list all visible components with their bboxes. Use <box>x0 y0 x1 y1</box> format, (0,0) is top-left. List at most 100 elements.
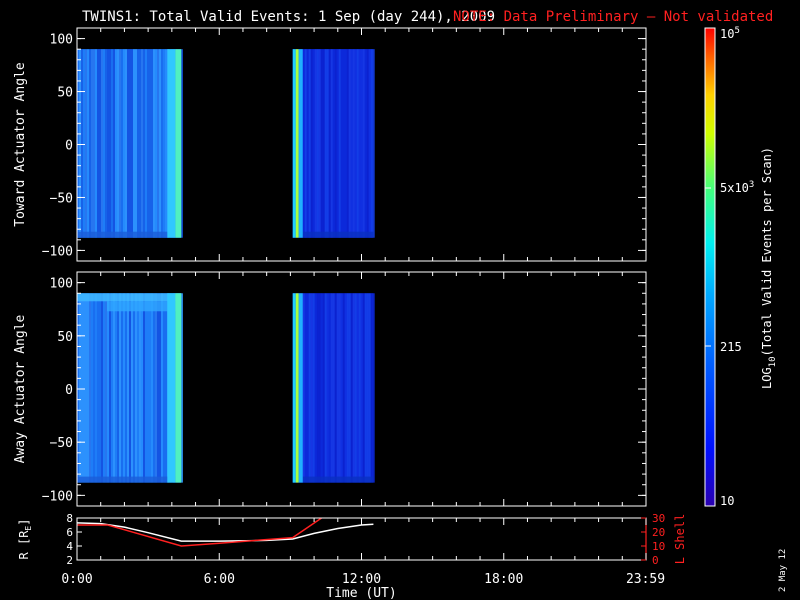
heatmap-column <box>95 293 97 483</box>
heatmap-column <box>330 293 333 483</box>
heatmap-column <box>129 293 131 483</box>
heatmap-column <box>137 293 139 483</box>
heatmap-column <box>139 293 141 483</box>
heatmap-column <box>354 293 357 483</box>
heatmap-column <box>105 49 107 238</box>
heatmap-column <box>117 293 119 483</box>
colorbar-gradient <box>704 27 716 507</box>
heatmap-column <box>79 49 81 238</box>
heatmap-column <box>326 293 329 483</box>
colorbar-tick-215: 215 <box>720 340 742 354</box>
heatmap-edge-row <box>292 231 374 238</box>
heatmap-column <box>364 49 367 238</box>
x-tick-label: 0:00 <box>61 572 92 587</box>
heatmap-column <box>342 293 345 483</box>
heatmap-column <box>324 293 327 483</box>
y-tick-label-right: 0 <box>652 554 659 567</box>
heatmap-column <box>109 49 111 238</box>
r-series-line <box>77 522 374 542</box>
heatmap-column <box>91 293 93 483</box>
y-tick-label: 0 <box>65 139 73 154</box>
heatmap-column <box>77 49 79 238</box>
heatmap-column <box>356 49 359 238</box>
y-tick-label-left: 8 <box>66 512 73 525</box>
heatmap-block-1 <box>77 293 183 483</box>
x-axis-label: Time (UT) <box>326 586 396 600</box>
heatmap-column <box>115 49 117 238</box>
heatmap-column <box>328 49 331 238</box>
heatmap-column <box>320 49 323 238</box>
heatmap-column <box>332 293 335 483</box>
heatmap-column <box>97 49 99 238</box>
heatmap-column <box>121 293 123 483</box>
heatmap-column <box>131 49 133 238</box>
heatmap-column <box>348 49 351 238</box>
heatmap-column <box>302 49 305 238</box>
heatmap-block-2 <box>292 293 375 483</box>
heatmap-column <box>89 293 91 483</box>
heatmap-column <box>121 49 123 238</box>
heatmap-column <box>113 49 115 238</box>
heatmap-column <box>346 49 349 238</box>
heatmap-column <box>99 293 101 483</box>
heatmap-edge-row <box>292 476 374 483</box>
x-tick-label: 12:00 <box>342 572 381 587</box>
y-axis-label-right: L Shell <box>673 514 687 565</box>
y-tick-label: −50 <box>50 436 73 451</box>
heatmap-column <box>165 49 167 238</box>
y-tick-label: 0 <box>65 383 73 398</box>
heatmap-bright-edge <box>298 49 303 238</box>
heatmap-column <box>107 293 109 483</box>
x-tick-label: 18:00 <box>484 572 523 587</box>
heatmap-column <box>105 293 107 483</box>
heatmap-column <box>107 49 109 238</box>
heatmap-column <box>360 293 363 483</box>
heatmap-column <box>87 293 89 483</box>
heatmap-column <box>149 49 151 238</box>
heatmap-column <box>119 293 121 483</box>
colorbar: 105 5x103 215 10 LOG10(Total Valid Event… <box>704 26 778 508</box>
heatmap-column <box>139 49 141 238</box>
y-tick-label: 50 <box>57 86 73 101</box>
heatmap-column <box>135 293 137 483</box>
heatmap-column <box>151 293 153 483</box>
heatmap-column <box>101 293 103 483</box>
heatmap-column <box>336 293 339 483</box>
x-tick-label: 6:00 <box>204 572 235 587</box>
heatmap-column <box>308 49 311 238</box>
heatmap-column <box>133 49 135 238</box>
heatmap-bright-edge <box>295 49 299 238</box>
heatmap-column <box>310 293 313 483</box>
heatmap-column <box>87 49 89 238</box>
heatmap-column <box>131 293 133 483</box>
heatmap-column <box>161 293 163 483</box>
heatmap-column <box>119 49 121 238</box>
heatmap-column <box>93 49 95 238</box>
heatmap-column <box>91 49 93 238</box>
heatmap-column <box>127 49 129 238</box>
heatmap-column <box>101 49 103 238</box>
heatmap-column <box>81 293 83 483</box>
heatmap-column <box>79 293 81 483</box>
heatmap-bright-band <box>107 301 182 312</box>
heatmap-column <box>344 293 347 483</box>
generation-date: 2 May 12 <box>778 549 788 592</box>
heatmap-column <box>147 49 149 238</box>
heatmap-column <box>127 293 129 483</box>
heatmap-column <box>312 49 315 238</box>
colorbar-tick-5e3: 5x103 <box>720 180 754 195</box>
heatmap-column <box>364 293 367 483</box>
colorbar-tick-bottom: 10 <box>720 494 734 508</box>
heatmap-column <box>133 293 135 483</box>
heatmap-column <box>320 293 323 483</box>
heatmap-column <box>95 49 97 238</box>
heatmap-column <box>111 49 113 238</box>
heatmap-column <box>372 49 375 238</box>
y-axis-label: Toward Actuator Angle <box>13 62 28 227</box>
heatmap-column <box>368 293 371 483</box>
heatmap-column <box>352 49 355 238</box>
heatmap-edge-row <box>77 476 182 483</box>
heatmap-column <box>352 293 355 483</box>
heatmap-column <box>141 49 143 238</box>
heatmap-column <box>350 293 353 483</box>
